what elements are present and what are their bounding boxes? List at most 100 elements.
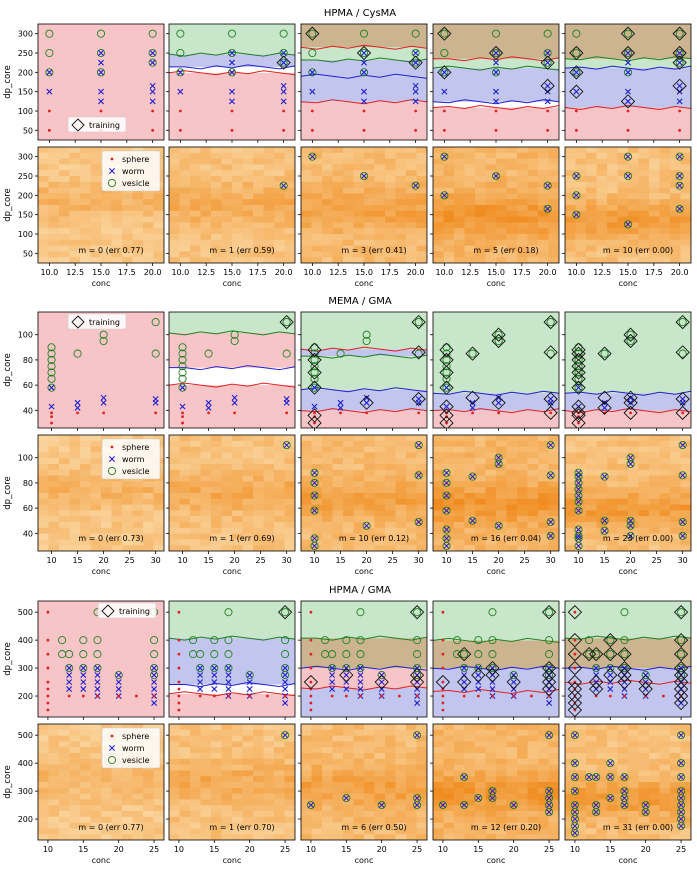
heatmap-cell (253, 510, 265, 517)
heatmap-cell (517, 216, 529, 223)
heatmap-cell (190, 210, 202, 218)
vesicle-point (491, 171, 501, 181)
heatmap-cell (211, 458, 223, 465)
vesicle-point (546, 471, 555, 480)
heatmap-cell (649, 539, 661, 546)
heatmap-cell (538, 435, 550, 442)
worm-point (66, 665, 73, 672)
heatmap-cell (607, 793, 619, 800)
heatmap-cell (586, 234, 598, 241)
heatmap-cell (596, 205, 608, 212)
heatmap-cell (80, 170, 92, 177)
heatmap-cell (506, 239, 518, 247)
sphere-point (442, 128, 446, 132)
heatmap-cell (433, 539, 445, 546)
heatmap-cell (332, 216, 344, 223)
heatmap-cell (638, 158, 650, 165)
heatmap-cell (274, 440, 286, 448)
heatmap-cell (200, 816, 212, 824)
vesicle-point (572, 48, 581, 58)
vesicle-point (310, 349, 319, 358)
heatmap-cell (565, 753, 577, 760)
heatmap-cell (607, 446, 619, 453)
decision-boundary (301, 387, 427, 393)
vesicle-point (468, 349, 477, 358)
heatmap-cell (263, 210, 275, 218)
heatmap-cell (517, 822, 529, 829)
heatmap-cell (596, 228, 608, 235)
heatmap-cell (517, 787, 529, 795)
vesicle-point (600, 349, 609, 358)
heatmap-cell (496, 228, 508, 235)
heatmap-cell (263, 834, 275, 840)
x-axis-label: conc (92, 567, 111, 576)
heatmap-cell (475, 516, 487, 523)
heatmap-cell (169, 152, 181, 160)
worm-point (625, 59, 631, 66)
decision-boundary (565, 65, 691, 71)
heatmap-cell (364, 816, 376, 824)
worm-point (211, 665, 218, 672)
x-tick-label: 25 (520, 556, 530, 565)
heatmap-cell (527, 735, 539, 742)
heatmap-cell (649, 516, 661, 523)
heatmap-cell (517, 458, 529, 465)
heatmap-cell (179, 787, 191, 795)
worm-point (489, 795, 496, 802)
heatmap-cell (485, 782, 497, 789)
heatmap-cell (179, 181, 191, 189)
training-diamond (589, 646, 604, 662)
heatmap-cell (464, 539, 476, 546)
heatmap-cell (586, 510, 598, 517)
heatmap-cell (111, 545, 123, 551)
heatmap-cell (284, 216, 295, 223)
heatmap-cell (242, 452, 254, 459)
worm-point (197, 665, 204, 672)
heatmap-cell (565, 805, 577, 812)
worm-point (679, 396, 686, 402)
heatmap-cell (527, 228, 539, 235)
worm-point (676, 182, 683, 189)
sphere-point (177, 610, 181, 614)
heatmap-cell (464, 239, 476, 247)
heatmap-cell (565, 464, 577, 471)
vesicle-point (574, 525, 583, 534)
heatmap-cell (143, 533, 155, 540)
worm-point (547, 519, 554, 525)
heatmap-cell (464, 164, 476, 171)
heatmap-cell (232, 816, 244, 824)
decision-boundary (565, 105, 691, 111)
heatmap-cell (659, 747, 671, 754)
heatmap-cell (496, 475, 508, 482)
heatmap-cell (527, 510, 539, 517)
heatmap-cell (586, 770, 598, 777)
panel-frame (432, 311, 560, 429)
heatmap-cell (263, 199, 275, 206)
heatmap-cell (332, 210, 344, 218)
vesicle-point (592, 664, 601, 673)
heatmap-cell (311, 787, 323, 795)
heatmap-cell (659, 481, 671, 488)
heatmap-cell (179, 782, 191, 789)
heatmap-cell (395, 516, 407, 523)
heatmap-cell (38, 181, 50, 189)
heatmap-cell (680, 539, 691, 546)
vesicle-point (107, 755, 117, 765)
heatmap-cell (416, 747, 427, 754)
vesicle-point (99, 336, 108, 346)
heatmap-area (169, 147, 295, 263)
worm-point (544, 59, 551, 66)
heatmap-cell (628, 811, 640, 818)
heatmap-cell (565, 533, 577, 540)
heatmap-cell (443, 822, 455, 829)
vesicle-point (178, 343, 187, 352)
heatmap-cell (565, 164, 577, 171)
heatmap-cell (301, 251, 313, 258)
heatmap-cell (48, 811, 60, 818)
heatmap-cell (80, 205, 92, 212)
heatmap-cell (527, 164, 539, 171)
heatmap-cell (628, 724, 640, 731)
heatmap-cell (179, 464, 191, 471)
heatmap-cell (406, 811, 418, 818)
heatmap-cell (374, 481, 386, 488)
